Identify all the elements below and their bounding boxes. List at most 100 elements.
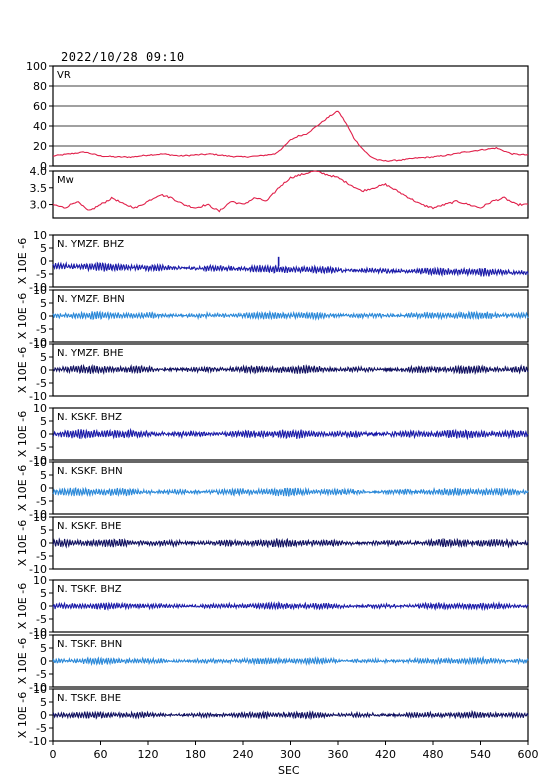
y-tick-label: 20 [33, 140, 47, 153]
series-line [52, 310, 529, 321]
y-axis-title: X 10E -6 [16, 293, 29, 339]
y-tick-label: -10 [29, 563, 47, 576]
panel-frame [52, 65, 529, 167]
y-axis-title: X 10E -6 [16, 238, 29, 284]
panel-label: N. TSKF. BHE [57, 693, 121, 704]
panel-label: Mw [57, 175, 74, 186]
y-axis-title: X 10E -6 [16, 638, 29, 684]
x-tick-label: 420 [375, 748, 396, 761]
y-tick-label: -10 [29, 336, 47, 349]
y-tick-label: 3.0 [30, 199, 48, 212]
y-tick-label: 10 [33, 456, 47, 469]
y-tick-label: 10 [33, 229, 47, 242]
y-tick-label: 0 [40, 709, 47, 722]
series-line [52, 537, 529, 549]
y-axis-title: X 10E -6 [16, 583, 29, 629]
y-tick-label: 5 [40, 469, 47, 482]
y-tick-label: 10 [33, 629, 47, 642]
series-line [52, 486, 529, 498]
y-tick-label: 0 [40, 255, 47, 268]
y-tick-label: 0 [40, 482, 47, 495]
panel-label: N. TSKF. BHN [57, 639, 122, 650]
series-line [52, 600, 529, 612]
series-line [52, 655, 529, 667]
y-axis-title: X 10E -6 [16, 411, 29, 457]
y-tick-label: 10 [33, 284, 47, 297]
panel-frame [52, 461, 529, 515]
y-tick-label: -5 [36, 550, 47, 563]
series-line [52, 709, 529, 721]
y-tick-label: 4.0 [30, 165, 48, 178]
panel-label: N. KSKF. BHN [57, 466, 123, 477]
y-tick-label: 5 [40, 696, 47, 709]
y-tick-label: 60 [33, 100, 47, 113]
y-tick-label: 0 [40, 600, 47, 613]
y-tick-label: -5 [36, 441, 47, 454]
y-tick-label: -10 [29, 454, 47, 467]
series-line [52, 110, 529, 162]
y-tick-label: 5 [40, 415, 47, 428]
y-tick-label: -10 [29, 390, 47, 403]
y-axis-title: X 10E -6 [16, 520, 29, 566]
panel-frame [52, 634, 529, 688]
series-line [52, 427, 529, 441]
series-line [52, 261, 529, 277]
y-tick-label: -10 [29, 681, 47, 694]
panel-label: VR [57, 70, 71, 81]
x-axis-title: SEC [278, 764, 300, 777]
panel-mw: 3.0 3.5 4.0 Mw [30, 165, 529, 219]
x-tick-label: 360 [328, 748, 349, 761]
y-tick-label: -5 [36, 722, 47, 735]
series-line [52, 363, 529, 376]
y-tick-label: 10 [33, 683, 47, 696]
y-axis-title: X 10E -6 [16, 692, 29, 738]
y-tick-label: 5 [40, 242, 47, 255]
y-tick-label: 5 [40, 351, 47, 364]
y-tick-label: 10 [33, 402, 47, 415]
x-tick-label: 60 [94, 748, 108, 761]
y-tick-label: 0 [40, 364, 47, 377]
panel-vr: 0 20 40 60 80 100 VR [26, 60, 529, 173]
series-line [52, 170, 529, 213]
y-tick-label: 40 [33, 120, 47, 133]
panel-label: N. YMZF. BHZ [57, 239, 124, 250]
panel-frame [52, 170, 529, 219]
panel-frame [52, 234, 529, 288]
x-tick-label: 120 [138, 748, 159, 761]
y-tick-label: 10 [33, 511, 47, 524]
panel-label: N. YMZF. BHN [57, 294, 125, 305]
x-tick-label: 480 [423, 748, 444, 761]
x-tick-label: 600 [518, 748, 539, 761]
x-axis: 0 60 120 180 240 300 360 420 480 540 600 [50, 741, 539, 761]
y-tick-label: 10 [33, 574, 47, 587]
y-tick-label: -5 [36, 268, 47, 281]
y-tick-label: -5 [36, 668, 47, 681]
y-tick-label: 0 [40, 160, 47, 173]
x-tick-label: 300 [280, 748, 301, 761]
x-tick-label: 540 [470, 748, 491, 761]
x-tick-label: 0 [50, 748, 57, 761]
y-tick-label: -5 [36, 495, 47, 508]
panel-label: N. YMZF. BHE [57, 348, 124, 359]
y-tick-label: 80 [33, 80, 47, 93]
y-tick-label: 0 [40, 655, 47, 668]
y-tick-label: 10 [33, 338, 47, 351]
y-tick-label: 5 [40, 642, 47, 655]
y-tick-label: 0 [40, 537, 47, 550]
x-tick-label: 180 [185, 748, 206, 761]
panel-label: N. TSKF. BHZ [57, 584, 122, 595]
y-tick-label: -5 [36, 377, 47, 390]
y-tick-label: 0 [40, 428, 47, 441]
y-tick-label: 0 [40, 310, 47, 323]
y-axis-title: X 10E -6 [16, 347, 29, 393]
panel-label: N. KSKF. BHZ [57, 412, 122, 423]
